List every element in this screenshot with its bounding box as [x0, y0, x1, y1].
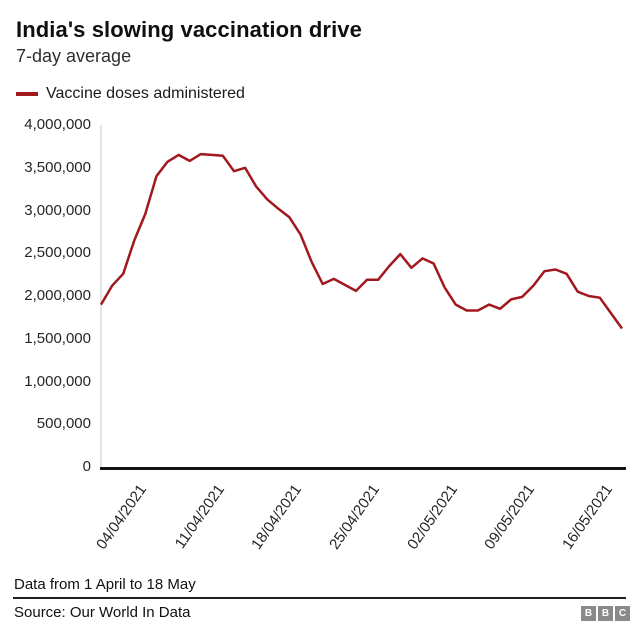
bbc-logo-block: C — [615, 606, 630, 621]
chart-legend: Vaccine doses administered — [16, 84, 245, 104]
source-credit: Source: Our World In Data — [14, 604, 191, 621]
y-tick-label: 2,500,000 — [24, 244, 91, 262]
legend-label: Vaccine doses administered — [46, 85, 245, 102]
y-tick-label: 3,000,000 — [24, 201, 91, 219]
legend-line-swatch-icon — [16, 92, 38, 96]
y-tick-label: 500,000 — [36, 415, 91, 433]
footer-divider — [13, 597, 626, 599]
data-range-note: Data from 1 April to 18 May — [14, 576, 196, 593]
page-title: India's slowing vaccination drive — [16, 17, 362, 42]
y-tick-label: 1,500,000 — [24, 329, 91, 347]
y-tick-label: 0 — [82, 458, 91, 475]
bbc-logo-block: B — [581, 606, 596, 621]
vaccine-doses-line-series — [99, 152, 624, 330]
bbc-logo-block: B — [598, 606, 613, 621]
y-tick-label: 1,000,000 — [24, 372, 91, 390]
y-tick-label: 4,000,000 — [24, 116, 91, 133]
y-tick-label: 2,000,000 — [24, 287, 91, 304]
y-tick-label: 3,500,000 — [24, 158, 91, 176]
chart-subtitle: 7-day average — [16, 46, 132, 66]
